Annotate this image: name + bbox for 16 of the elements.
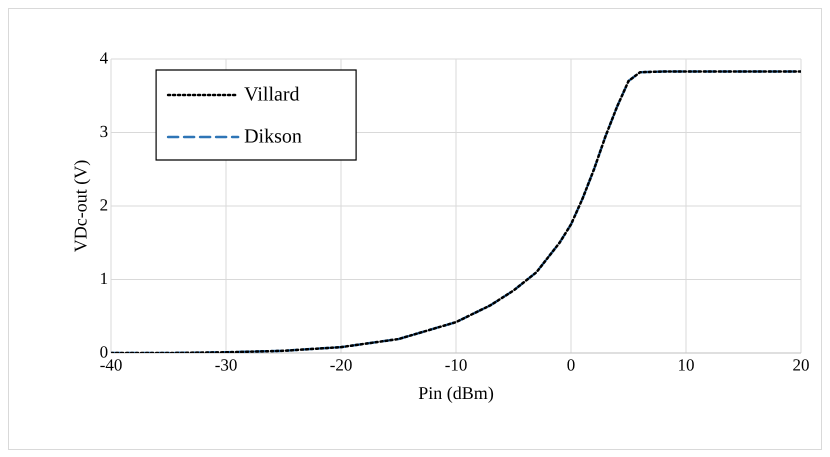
x-tick-label: 10: [678, 356, 695, 375]
line-series: [111, 70, 801, 353]
legend-label: Dikson: [244, 125, 302, 148]
legend-label: Villard: [244, 83, 300, 106]
y-tick-label: 0: [100, 342, 108, 362]
x-tick-label: -20: [330, 356, 352, 375]
y-tick-label: 1: [100, 268, 108, 288]
x-tick-label: 0: [566, 356, 576, 375]
x-axis-title: Pin (dBm): [418, 382, 494, 403]
y-axis-title: VDc-out (V): [70, 160, 91, 252]
x-tick-label: -10: [444, 356, 468, 375]
y-tick-label: 4: [100, 48, 109, 68]
x-tick-label: 20: [792, 356, 810, 375]
x-tick-label: -30: [214, 356, 238, 375]
y-tick-label: 2: [100, 195, 108, 214]
y-tick-label: 3: [100, 122, 108, 141]
